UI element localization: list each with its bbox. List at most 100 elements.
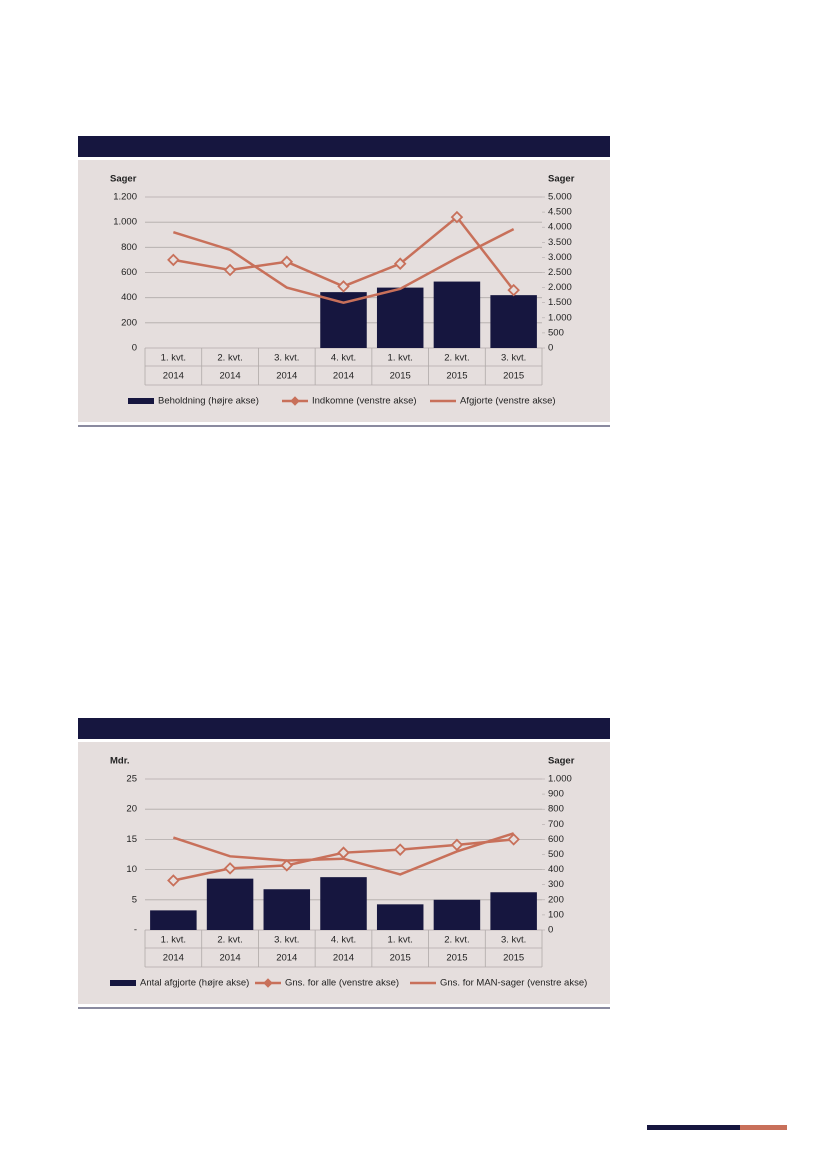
y2-tick-label: 300 [548,879,564,890]
line-marker [393,843,407,856]
y-tick-label: 25 [126,774,137,785]
line-marker [280,859,294,872]
line-marker [280,255,294,269]
y-tick-label: 20 [126,804,137,815]
bar [206,878,254,930]
bar [263,889,311,930]
bar [150,910,197,930]
y2-tick-label: 100 [548,909,564,920]
line-marker [223,862,237,875]
line-marker [337,280,350,293]
line-marker [167,874,180,887]
y2-tick-label: 1.000 [548,312,572,323]
x-tick-label: 3. kvt. [501,935,526,946]
chart-header-bar [78,136,610,157]
y2-tick-label: 500 [548,327,564,338]
y2-tick-label: 400 [548,864,564,875]
bar [376,904,424,930]
y2-tick-label: 0 [548,925,553,936]
x-tick-label: 2015 [390,371,411,382]
line-marker [167,253,180,267]
bar [433,899,481,930]
y-tick-label: 400 [121,292,137,303]
x-tick-label: 3. kvt. [274,935,299,946]
y-tick-label: 10 [126,864,137,875]
footer-bar [647,1125,740,1130]
bar [490,295,537,348]
y-tick-label: 1.200 [113,192,137,203]
legend-swatch [128,398,154,404]
x-tick-label: 2015 [390,953,411,964]
y2-tick-label: 800 [548,804,564,815]
line-series [172,227,515,304]
x-tick-label: 2014 [333,953,354,964]
legend-label: Beholdning (højre akse) [158,396,259,407]
line-marker [450,838,464,852]
line-marker [450,210,464,224]
x-tick-label: 1. kvt. [161,353,186,364]
y2-tick-label: 1.500 [548,297,572,308]
y-tick-label: 800 [121,242,137,253]
line-marker [223,263,237,277]
x-tick-label: 4. kvt. [331,353,356,364]
y-tick-label: 1.000 [113,217,137,228]
y2-tick-label: 4.000 [548,222,572,233]
x-tick-label: 1. kvt. [388,935,413,946]
legend-label: Indkomne (venstre akse) [312,396,417,407]
bar [433,281,481,348]
x-tick-label: 1. kvt. [161,935,186,946]
bar [490,892,537,930]
y2-tick-label: 3.500 [548,237,572,248]
y-tick-label: 600 [121,267,137,278]
y2-tick-label: 700 [548,819,564,830]
y-axis-title: Sager [110,174,137,185]
x-tick-label: 3. kvt. [501,353,526,364]
y2-tick-label: 2.000 [548,282,572,293]
footer-accent [740,1125,787,1130]
bar [320,877,367,930]
legend-marker [263,978,273,988]
y2-axis-title: Sager [548,174,575,185]
x-tick-label: 2015 [503,371,524,382]
y-tick-label: 15 [126,834,137,845]
x-tick-label: 2015 [503,953,524,964]
y2-tick-label: 900 [548,789,564,800]
y2-tick-label: 600 [548,834,564,845]
y2-tick-label: 200 [548,894,564,905]
line-marker [507,833,520,846]
y2-tick-label: 1.000 [548,774,572,785]
legend-marker [290,396,300,406]
y-tick-label: 200 [121,317,137,328]
chart-panel [78,742,610,1004]
legend-swatch [110,980,136,986]
x-tick-label: 1. kvt. [388,353,413,364]
x-tick-label: 2. kvt. [444,353,469,364]
y-tick-label: 0 [132,343,137,354]
line-marker [393,257,407,270]
line-marker [507,283,520,297]
x-tick-label: 2014 [333,371,354,382]
x-tick-label: 2015 [446,371,467,382]
y2-tick-label: 3.000 [548,252,572,263]
x-tick-label: 2014 [276,371,297,382]
x-tick-label: 2014 [276,953,297,964]
y2-tick-label: 500 [548,849,564,860]
y2-tick-label: 4.500 [548,207,572,218]
y-tick-label: - [134,925,137,936]
x-tick-label: 2014 [163,953,184,964]
x-tick-label: 4. kvt. [331,935,356,946]
x-tick-label: 2. kvt. [217,353,242,364]
chart-header-bar [78,718,610,739]
x-tick-label: 2. kvt. [444,935,469,946]
y2-axis-title: Sager [548,756,575,767]
y-tick-label: 5 [132,894,137,905]
bar [376,287,424,348]
y2-tick-label: 0 [548,343,553,354]
line-series [172,832,515,876]
x-tick-label: 2014 [220,953,241,964]
bar [320,292,367,348]
x-tick-label: 3. kvt. [274,353,299,364]
legend-label: Gns. for MAN-sager (venstre akse) [440,978,587,989]
